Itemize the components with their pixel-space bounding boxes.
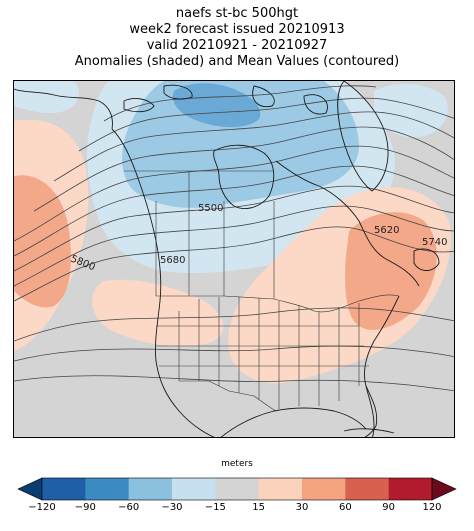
shading-positive-central-light — [92, 279, 224, 347]
map-svg: 5500 5620 5680 5740 5800 — [14, 81, 454, 437]
colorbar-outline — [41, 477, 433, 501]
colorbar-ticks: −120 −90 −60 −30 −15 15 30 60 90 120 — [0, 502, 474, 518]
coastlines — [14, 81, 440, 437]
title-block: naefs st-bc 500hgt week2 forecast issued… — [0, 6, 474, 70]
title-line-3: valid 20210921 - 20210927 — [146, 38, 328, 53]
colorbar-segment — [388, 478, 433, 500]
colorbar-tick-label: 30 — [295, 502, 309, 513]
colorbar-segment — [302, 478, 346, 500]
colorbar-segment — [172, 478, 216, 500]
colorbar-segment — [258, 478, 303, 500]
title-line-4: Anomalies (shaded) and Mean Values (cont… — [74, 54, 400, 69]
colorbar-segment — [42, 478, 86, 500]
colorbar-extend-low — [17, 477, 43, 501]
title-line-2: week2 forecast issued 20210913 — [129, 22, 345, 37]
title-line-1: naefs st-bc 500hgt — [175, 6, 299, 21]
shading-positive-west-mid — [14, 175, 71, 308]
shading-negative-strong — [173, 83, 261, 128]
colorbar-tick-label: 90 — [382, 502, 396, 513]
colorbar-segment — [215, 478, 259, 500]
colorbar-segment — [345, 478, 389, 500]
map-panel: 5500 5620 5680 5740 5800 — [13, 80, 455, 438]
colorbar-tick-label: 15 — [252, 502, 266, 513]
colorbar-tick-label: 60 — [338, 502, 352, 513]
colorbar-segment — [128, 478, 173, 500]
colorbar-segments — [42, 478, 433, 500]
contour-label-5620: 5620 — [374, 225, 399, 236]
shading-negative-alaska — [14, 81, 80, 114]
colorbar-tick-label: −120 — [28, 502, 56, 513]
colorbar-tick-label: −60 — [118, 502, 140, 513]
borders — [124, 170, 400, 412]
shading-negative-greenland — [374, 84, 448, 138]
colorbar-label: meters — [221, 459, 253, 469]
colorbar — [17, 477, 457, 501]
colorbar-tick-label: 120 — [422, 502, 442, 513]
contour-label-5500: 5500 — [198, 203, 223, 214]
contour-label-5740: 5740 — [422, 237, 447, 248]
colorbar-tick-label: −15 — [204, 502, 226, 513]
contour-label-5680: 5680 — [160, 255, 185, 266]
shading-positive-east-mid — [345, 212, 437, 330]
shading-negative-mid — [122, 81, 360, 208]
colorbar-tick-label: −90 — [74, 502, 96, 513]
colorbar-extend-high — [431, 477, 457, 501]
colorbar-segment — [85, 478, 129, 500]
colorbar-tick-label: −30 — [161, 502, 183, 513]
contour-lines — [14, 85, 454, 392]
